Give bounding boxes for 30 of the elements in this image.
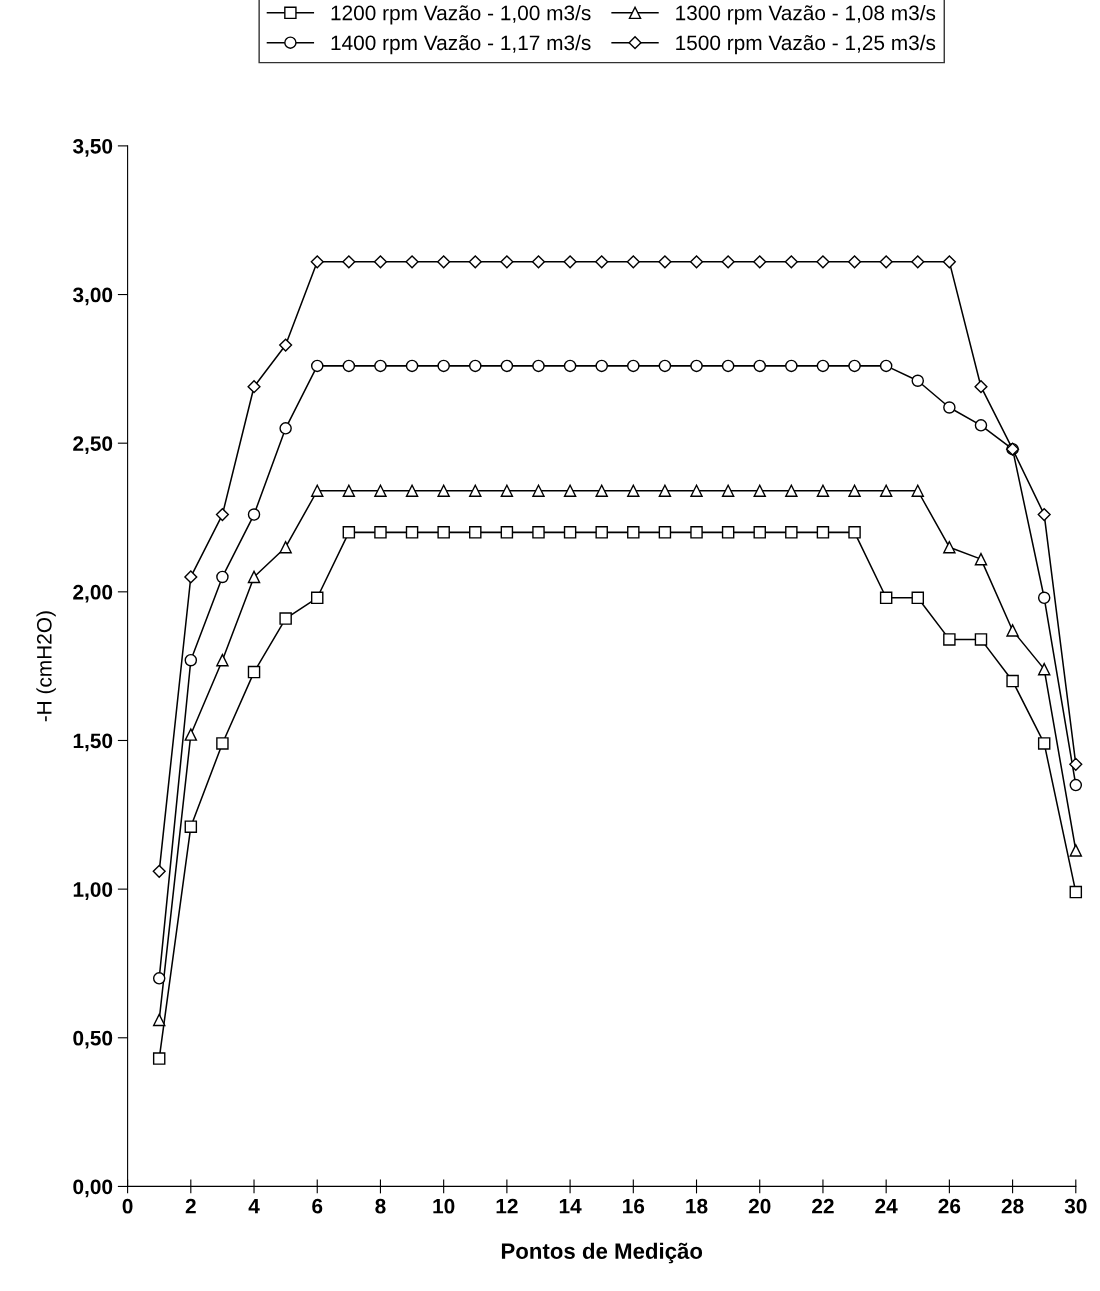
x-tick-label: 8 (375, 1198, 386, 1214)
x-tick-label: 20 (748, 1198, 771, 1214)
x-tick-label: 16 (623, 1198, 645, 1214)
x-axis-title: Pontos de Medição (501, 1242, 703, 1264)
x-tick-label: 22 (812, 1198, 834, 1214)
y-tick-label: 3,50 (72, 138, 113, 157)
legend-label: 1500 rpm Vazão - 1,25 m3/s (676, 34, 936, 55)
legend-label: 1200 rpm Vazão - 1,00 m3/s (331, 5, 591, 25)
x-tick-label: 28 (1001, 1198, 1024, 1214)
y-tick-label: 2,50 (73, 436, 113, 454)
x-tick-label: 14 (559, 1199, 582, 1214)
y-tick-label: 0,50 (73, 1030, 113, 1049)
x-tick-label: 24 (875, 1198, 898, 1214)
y-tick-label: 3,00 (72, 287, 113, 306)
y-tick-label: 2,00 (73, 584, 113, 603)
x-tick-label: 2 (185, 1198, 196, 1214)
x-tick-label: 30 (1064, 1198, 1087, 1214)
x-tick-label: 0 (122, 1198, 133, 1214)
y-tick-label: 1,00 (73, 882, 113, 900)
x-tick-label: 4 (248, 1199, 260, 1214)
y-axis-title: -H (cmH2O) (36, 611, 56, 722)
y-tick-label: 1,50 (73, 733, 113, 752)
legend-label: 1300 rpm Vazão - 1,08 m3/s (676, 5, 936, 25)
x-tick-label: 10 (433, 1198, 455, 1214)
x-tick-label: 26 (938, 1198, 961, 1214)
legend-label: 1400 rpm Vazão - 1,17 m3/s (331, 34, 591, 55)
x-tick-label: 6 (312, 1198, 323, 1214)
y-tick-label: 0,00 (73, 1179, 113, 1198)
x-tick-label: 18 (686, 1198, 708, 1214)
x-tick-label: 12 (496, 1198, 518, 1214)
